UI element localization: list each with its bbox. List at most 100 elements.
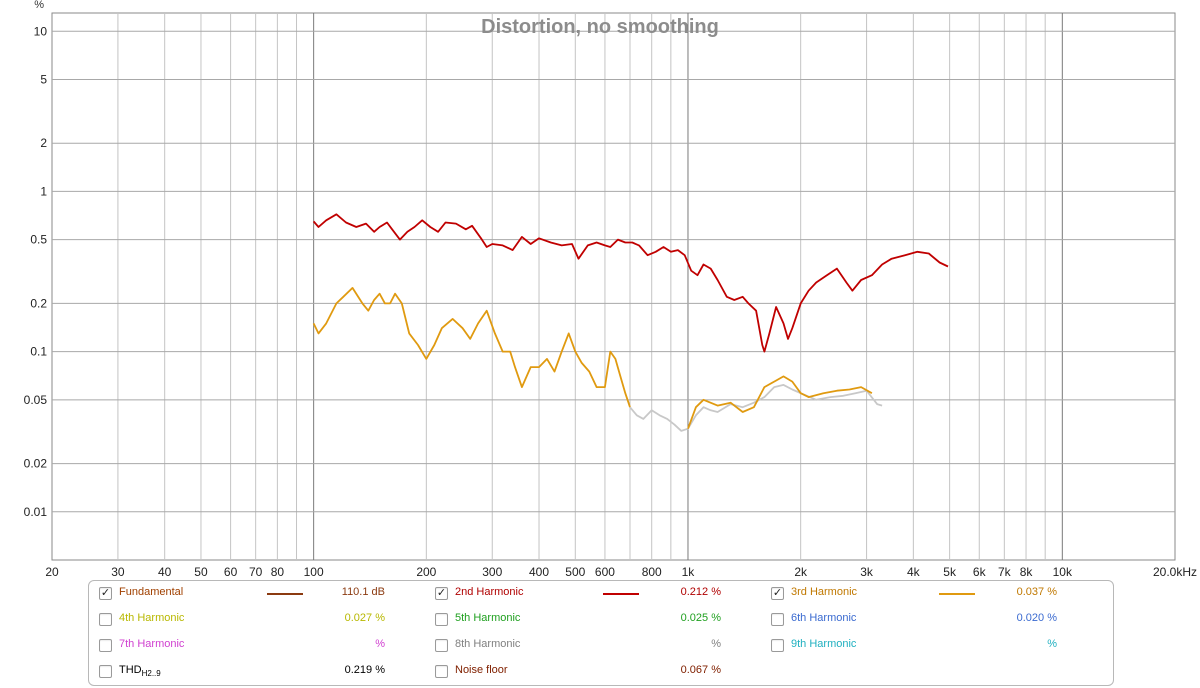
chart-series bbox=[312, 213, 949, 432]
x-tick-label: 3k bbox=[860, 565, 874, 579]
noise-floor-checkbox[interactable] bbox=[435, 665, 448, 678]
y-tick-label: 10 bbox=[34, 24, 48, 38]
5th-harmonic-label: 5th Harmonic bbox=[455, 612, 520, 624]
x-tick-label: 5k bbox=[943, 565, 957, 579]
y-tick-label: 0.02 bbox=[24, 457, 48, 471]
y-tick-label: 5 bbox=[40, 72, 47, 86]
legend-item-fundamental: ✓ Fundamental 110.1 dB bbox=[99, 581, 429, 607]
9th-harmonic-label-text: 9th Harmonic bbox=[791, 638, 857, 650]
chart-title: Distortion, no smoothing bbox=[481, 16, 719, 38]
8th-harmonic-label: 8th Harmonic bbox=[455, 638, 520, 650]
legend-item-4th-harmonic: 4th Harmonic 0.027 % bbox=[99, 607, 429, 633]
thd-value: 0.219 % bbox=[344, 664, 385, 676]
legend-item-5th-harmonic: 5th Harmonic 0.025 % bbox=[435, 607, 765, 633]
legend-row: ✓ Fundamental 110.1 dB ✓ 2nd Harmonic 0.212 %… bbox=[89, 581, 1113, 607]
6th-harmonic-checkbox[interactable] bbox=[771, 613, 784, 626]
2nd-harmonic-checkbox[interactable]: ✓ bbox=[435, 587, 448, 600]
legend-row: THDH2..9 0.219 % Noise floor 0.067 % bbox=[89, 659, 1113, 685]
x-tick-label: 8k bbox=[1020, 565, 1034, 579]
6th-harmonic-label-text: 6th Harmonic bbox=[791, 612, 857, 624]
3rd-harmonic-checkbox[interactable]: ✓ bbox=[771, 587, 784, 600]
y-tick-label: 0.5 bbox=[30, 233, 47, 247]
x-tick-label: 600 bbox=[595, 565, 615, 579]
4th-harmonic-value: 0.027 % bbox=[344, 612, 385, 624]
4th-harmonic-label: 4th Harmonic bbox=[119, 612, 184, 624]
4th-harmonic-checkbox[interactable] bbox=[99, 613, 112, 626]
5th-harmonic-label-text: 5th Harmonic bbox=[455, 612, 521, 624]
legend-item-9th-harmonic: 9th Harmonic% bbox=[771, 633, 1101, 659]
fundamental-value: 110.1 dB bbox=[341, 586, 385, 598]
7th-harmonic-checkbox[interactable] bbox=[99, 639, 112, 652]
y-tick-label: 2 bbox=[40, 136, 47, 150]
3rd-harmonic-color-swatch bbox=[939, 593, 975, 595]
series-line-3rd-harmonic-upper- bbox=[687, 375, 873, 430]
y-axis-unit-label: % bbox=[34, 0, 44, 11]
x-tick-label: 70 bbox=[249, 565, 263, 579]
legend-item-6th-harmonic: 6th Harmonic 0.020 % bbox=[771, 607, 1101, 633]
thd-label-subscript: H2..9 bbox=[141, 669, 161, 679]
8th-harmonic-checkbox[interactable] bbox=[435, 639, 448, 652]
4th-harmonic-label-text: 4th Harmonic bbox=[119, 612, 185, 624]
legend-row: 4th Harmonic 0.027 % 5th Harmonic 0.025 % 6t… bbox=[89, 607, 1113, 633]
x-tick-label: 500 bbox=[565, 565, 585, 579]
x-tick-label: 80 bbox=[271, 565, 285, 579]
series-line-3rd-harmonic bbox=[312, 287, 631, 408]
thd-label-text: THD bbox=[119, 664, 142, 676]
x-axis-tick-labels: 20 30 40 50 60 70 80 100 200 300 400 500 600 800 1k 2k 3… bbox=[45, 565, 1197, 579]
fundamental-label-text: Fundamental bbox=[119, 586, 184, 598]
8th-harmonic-value: % bbox=[711, 638, 721, 650]
x-tick-label: 20 bbox=[45, 565, 59, 579]
y-tick-label: 1 bbox=[40, 184, 47, 198]
y-tick-label: 0.05 bbox=[24, 393, 48, 407]
legend-item-3rd-harmonic: ✓ 3rd Harmonic 0.037 % bbox=[771, 581, 1101, 607]
5th-harmonic-checkbox[interactable] bbox=[435, 613, 448, 626]
x-tick-label: 800 bbox=[642, 565, 662, 579]
2nd-harmonic-color-swatch bbox=[603, 593, 639, 595]
x-tick-label: 1k bbox=[682, 565, 696, 579]
fundamental-checkbox[interactable]: ✓ bbox=[99, 587, 112, 600]
x-tick-label: 40 bbox=[158, 565, 172, 579]
measurement-legend: ✓ Fundamental 110.1 dB ✓ 2nd Harmonic 0.212 %… bbox=[88, 580, 1114, 686]
x-tick-label: 20.0kHz bbox=[1153, 565, 1197, 579]
fundamental-color-swatch bbox=[267, 593, 303, 595]
thd-checkbox[interactable] bbox=[99, 665, 112, 678]
x-tick-label: 10k bbox=[1053, 565, 1073, 579]
noise-floor-label-text: Noise floor bbox=[455, 664, 508, 676]
legend-item-7th-harmonic: 7th Harmonic% bbox=[99, 633, 429, 659]
2nd-harmonic-label-text: 2nd Harmonic bbox=[455, 586, 524, 598]
x-tick-label: 200 bbox=[416, 565, 436, 579]
7th-harmonic-label-text: 7th Harmonic bbox=[119, 638, 185, 650]
x-tick-label: 60 bbox=[224, 565, 238, 579]
x-tick-label: 300 bbox=[482, 565, 502, 579]
3rd-harmonic-label: 3rd Harmonic bbox=[791, 586, 857, 598]
noise-floor-label: Noise floor bbox=[455, 664, 508, 676]
legend-row: 7th Harmonic% 8th Harmonic% 9th Harmonic% bbox=[89, 633, 1113, 659]
legend-item-8th-harmonic: 8th Harmonic% bbox=[435, 633, 765, 659]
x-tick-label: 4k bbox=[907, 565, 921, 579]
2nd-harmonic-value: 0.212 % bbox=[680, 586, 721, 598]
x-tick-label: 100 bbox=[304, 565, 324, 579]
6th-harmonic-label: 6th Harmonic bbox=[791, 612, 856, 624]
fundamental-label: Fundamental bbox=[119, 586, 183, 598]
y-axis-tick-labels: 0.01 0.02 0.05 0.1 0.2 0.5 1 2 5 10 bbox=[24, 24, 48, 519]
9th-harmonic-checkbox[interactable] bbox=[771, 639, 784, 652]
x-tick-label: 2k bbox=[794, 565, 808, 579]
chart-grid bbox=[52, 13, 1175, 560]
legend-item-2nd-harmonic: ✓ 2nd Harmonic 0.212 % bbox=[435, 581, 765, 607]
3rd-harmonic-value: 0.037 % bbox=[1016, 586, 1057, 598]
x-tick-label: 400 bbox=[529, 565, 549, 579]
2nd-harmonic-label: 2nd Harmonic bbox=[455, 586, 523, 598]
8th-harmonic-label-text: 8th Harmonic bbox=[455, 638, 521, 650]
series-line-2nd-harmonic bbox=[312, 213, 949, 353]
legend-item-noise-floor: Noise floor 0.067 % bbox=[435, 659, 765, 685]
7th-harmonic-value: % bbox=[375, 638, 385, 650]
3rd-harmonic-label-text: 3rd Harmonic bbox=[791, 586, 858, 598]
series-line-noise-floor bbox=[629, 384, 883, 432]
y-tick-label: 0.2 bbox=[30, 296, 47, 310]
5th-harmonic-value: 0.025 % bbox=[680, 612, 721, 624]
9th-harmonic-label: 9th Harmonic bbox=[791, 638, 856, 650]
x-tick-label: 6k bbox=[973, 565, 987, 579]
thd-label: THDH2..9 bbox=[119, 664, 161, 678]
plot-area bbox=[51, 12, 1176, 561]
9th-harmonic-value: % bbox=[1047, 638, 1057, 650]
